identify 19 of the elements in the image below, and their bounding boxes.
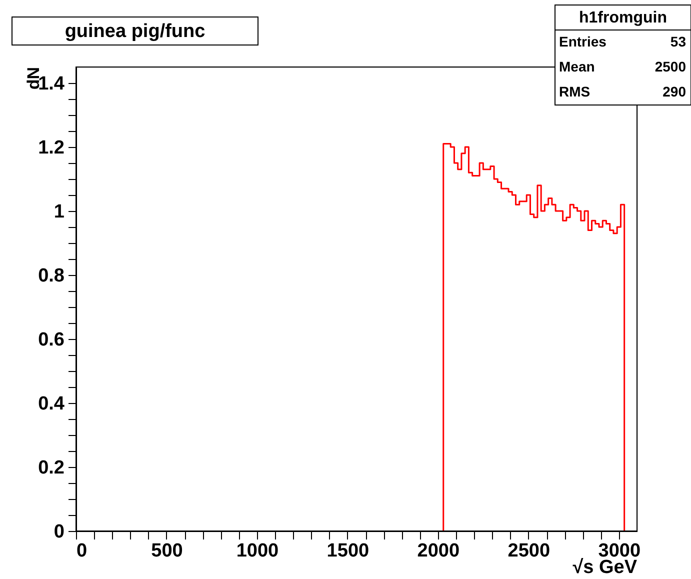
x-tick-label: 0 (76, 540, 88, 562)
x-tick-label: 2500 (508, 540, 550, 562)
y-tick-label: 0.4 (38, 394, 65, 414)
y-tick-label: 1 (54, 202, 65, 222)
text: RMS 290 (559, 84, 686, 100)
text: Mean 2500 (559, 58, 686, 74)
chart-title: guinea pig/func (64, 21, 206, 42)
x-tick-label: 2000 (417, 540, 460, 562)
x-tick-label: 1500 (326, 540, 370, 562)
y-tick-label: 1.2 (38, 138, 64, 158)
y-tick-label: 0.6 (38, 330, 64, 350)
x-axis-title: √s GeV (572, 557, 638, 578)
y-tick-label: 0 (54, 522, 64, 542)
y-tick-label: 0.2 (38, 458, 64, 478)
text: Entries 53 (559, 34, 686, 50)
y-tick-label: 0.8 (38, 266, 64, 286)
text: h1fromguin (579, 10, 667, 26)
x-tick-label: 1000 (236, 540, 279, 562)
x-tick-label: 500 (151, 540, 183, 562)
